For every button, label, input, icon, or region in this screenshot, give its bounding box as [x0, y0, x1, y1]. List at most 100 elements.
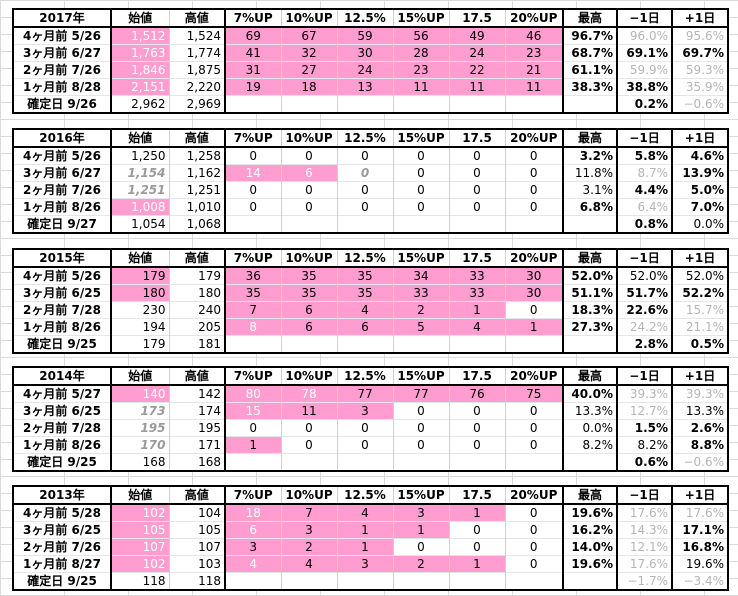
up-cell[interactable]: 0	[392, 146, 449, 165]
up-cell[interactable]: 0	[336, 436, 393, 454]
minus1-cell[interactable]: 14.3%	[616, 521, 672, 539]
open-cell[interactable]: 1,846	[110, 61, 169, 79]
up-cell[interactable]: 6	[336, 318, 393, 336]
high-cell[interactable]: 171	[168, 436, 225, 454]
plus1-cell[interactable]: 95.6%	[671, 26, 728, 45]
header-high[interactable]: 高値	[168, 128, 225, 148]
up-cell[interactable]: 0	[280, 419, 337, 437]
up-cell[interactable]: 0	[504, 198, 563, 216]
up-cell[interactable]: 6	[224, 521, 281, 539]
up-cell[interactable]: 35	[224, 284, 281, 302]
minus1-cell[interactable]: 17.6%	[616, 503, 672, 522]
open-cell[interactable]: 195	[110, 419, 169, 437]
up-cell[interactable]: 33	[392, 284, 449, 302]
up-cell[interactable]: 4	[224, 555, 281, 573]
plus1-cell[interactable]: 39.3%	[671, 384, 728, 403]
up-cell[interactable]: 13	[336, 78, 393, 96]
up-cell[interactable]: 75	[504, 384, 563, 403]
max-cell[interactable]: 8.2%	[562, 436, 617, 454]
up-cell[interactable]: 1	[504, 318, 563, 336]
up-cell[interactable]	[224, 453, 281, 471]
up-cell[interactable]	[392, 95, 449, 113]
plus1-cell[interactable]: 52.0%	[671, 266, 728, 285]
open-cell[interactable]: 1,512	[110, 26, 169, 45]
minus1-cell[interactable]: 0.6%	[616, 453, 672, 471]
max-cell[interactable]: 3.1%	[562, 181, 617, 199]
minus1-cell[interactable]: 17.6%	[616, 555, 672, 573]
up-cell[interactable]: 56	[392, 26, 449, 45]
header-up175[interactable]: 17.5	[448, 128, 505, 148]
high-cell[interactable]: 1,251	[168, 181, 225, 199]
row-label[interactable]: 確定日 9/27	[12, 215, 111, 233]
up-cell[interactable]: 0	[448, 146, 505, 165]
high-cell[interactable]: 174	[168, 402, 225, 420]
open-cell[interactable]: 1,054	[110, 215, 169, 233]
header-minus1[interactable]: −1日	[616, 248, 672, 268]
up-cell[interactable]: 0	[448, 419, 505, 437]
header-up10[interactable]: 10%UP	[280, 128, 337, 148]
up-cell[interactable]: 0	[448, 521, 505, 539]
up-cell[interactable]: 0	[504, 301, 563, 319]
plus1-cell[interactable]: 13.3%	[671, 402, 728, 420]
up-cell[interactable]	[280, 335, 337, 353]
up-cell[interactable]	[280, 453, 337, 471]
minus1-cell[interactable]: 0.2%	[616, 95, 672, 113]
up-cell[interactable]: 27	[280, 61, 337, 79]
up-cell[interactable]	[336, 335, 393, 353]
max-cell[interactable]: 51.1%	[562, 284, 617, 302]
header-up175[interactable]: 17.5	[448, 485, 505, 505]
minus1-cell[interactable]: 52.0%	[616, 266, 672, 285]
header-plus1[interactable]: +1日	[671, 8, 728, 28]
plus1-cell[interactable]: 7.0%	[671, 198, 728, 216]
max-cell[interactable]: 13.3%	[562, 402, 617, 420]
up-cell[interactable]: 0	[392, 198, 449, 216]
header-up125[interactable]: 12.5%	[336, 8, 393, 28]
header-plus1[interactable]: +1日	[671, 366, 728, 386]
header-up175[interactable]: 17.5	[448, 248, 505, 268]
max-cell[interactable]	[562, 335, 617, 353]
max-cell[interactable]	[562, 453, 617, 471]
up-cell[interactable]	[392, 453, 449, 471]
header-up10[interactable]: 10%UP	[280, 485, 337, 505]
header-up20[interactable]: 20%UP	[504, 248, 563, 268]
up-cell[interactable]: 80	[224, 384, 281, 403]
row-label[interactable]: 3ヶ月前 6/27	[12, 44, 111, 62]
max-cell[interactable]: 18.3%	[562, 301, 617, 319]
minus1-cell[interactable]: 4.4%	[616, 181, 672, 199]
row-label[interactable]: 4ヶ月前 5/26	[12, 146, 111, 165]
header-up10[interactable]: 10%UP	[280, 248, 337, 268]
minus1-cell[interactable]: 1.5%	[616, 419, 672, 437]
up-cell[interactable]: 69	[224, 26, 281, 45]
header-up20[interactable]: 20%UP	[504, 366, 563, 386]
up-cell[interactable]: 31	[224, 61, 281, 79]
up-cell[interactable]: 30	[504, 284, 563, 302]
row-label[interactable]: 2ヶ月前 7/26	[12, 538, 111, 556]
up-cell[interactable]: 3	[224, 538, 281, 556]
plus1-cell[interactable]: 0.0%	[671, 215, 728, 233]
header-open[interactable]: 始値	[110, 485, 169, 505]
open-cell[interactable]: 1,008	[110, 198, 169, 216]
up-cell[interactable]: 32	[280, 44, 337, 62]
open-cell[interactable]: 107	[110, 538, 169, 556]
up-cell[interactable]: 0	[280, 146, 337, 165]
open-cell[interactable]: 179	[110, 335, 169, 353]
header-up125[interactable]: 12.5%	[336, 248, 393, 268]
open-cell[interactable]: 180	[110, 284, 169, 302]
year-label[interactable]: 2015年	[12, 248, 111, 268]
header-high[interactable]: 高値	[168, 366, 225, 386]
up-cell[interactable]: 3	[336, 402, 393, 420]
up-cell[interactable]: 22	[448, 61, 505, 79]
up-cell[interactable]: 0	[280, 198, 337, 216]
header-up15[interactable]: 15%UP	[392, 248, 449, 268]
year-label[interactable]: 2016年	[12, 128, 111, 148]
plus1-cell[interactable]: 8.8%	[671, 436, 728, 454]
up-cell[interactable]: 59	[336, 26, 393, 45]
up-cell[interactable]: 0	[392, 402, 449, 420]
row-label[interactable]: 4ヶ月前 5/27	[12, 384, 111, 403]
up-cell[interactable]: 0	[336, 198, 393, 216]
open-cell[interactable]: 1,250	[110, 146, 169, 165]
up-cell[interactable]: 0	[448, 538, 505, 556]
up-cell[interactable]: 2	[392, 555, 449, 573]
up-cell[interactable]: 0	[448, 198, 505, 216]
max-cell[interactable]: 6.8%	[562, 198, 617, 216]
